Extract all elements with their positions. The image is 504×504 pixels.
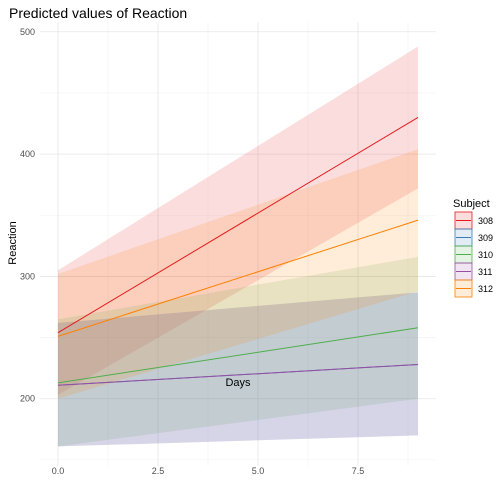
x-axis-ticks: 0.0 2.5 5.0 7.5 (52, 466, 365, 476)
confidence-band-308 (58, 46, 418, 396)
confidence-band-310 (58, 256, 418, 447)
legend: Subject 308 309 310 311 312 (453, 198, 493, 298)
legend-label-309: 309 (478, 233, 493, 243)
x-tick-label: 2.5 (152, 466, 165, 476)
confidence-band-312 (58, 149, 418, 399)
series-line-310 (57, 327, 419, 384)
chart-title: Predicted values of Reaction (9, 5, 187, 21)
confidence-band-311 (58, 292, 418, 447)
legend-label-312: 312 (478, 284, 493, 294)
legend-title: Subject (453, 198, 490, 210)
series-line-308 (57, 116, 419, 334)
legend-label-308: 308 (478, 216, 493, 226)
legend-label-311: 311 (478, 267, 492, 277)
x-axis-title: Days (225, 377, 251, 389)
x-tick-label: 7.5 (352, 466, 365, 476)
series-lines (57, 116, 419, 386)
x-tick-label: 5.0 (252, 466, 265, 476)
confidence-band-309 (58, 292, 418, 447)
y-axis-ticks: 200 300 400 500 (20, 27, 35, 404)
legend-label-310: 310 (478, 250, 493, 260)
grid (40, 22, 436, 466)
x-tick-label: 0.0 (52, 466, 65, 476)
y-tick-label: 400 (20, 149, 35, 159)
series-line-312 (57, 219, 419, 337)
confidence-bands (58, 46, 418, 447)
series-line-311 (57, 363, 419, 386)
y-tick-label: 500 (20, 27, 35, 37)
y-axis-title: Reaction (7, 221, 19, 264)
y-tick-label: 200 (20, 394, 35, 404)
y-tick-label: 300 (20, 271, 35, 281)
